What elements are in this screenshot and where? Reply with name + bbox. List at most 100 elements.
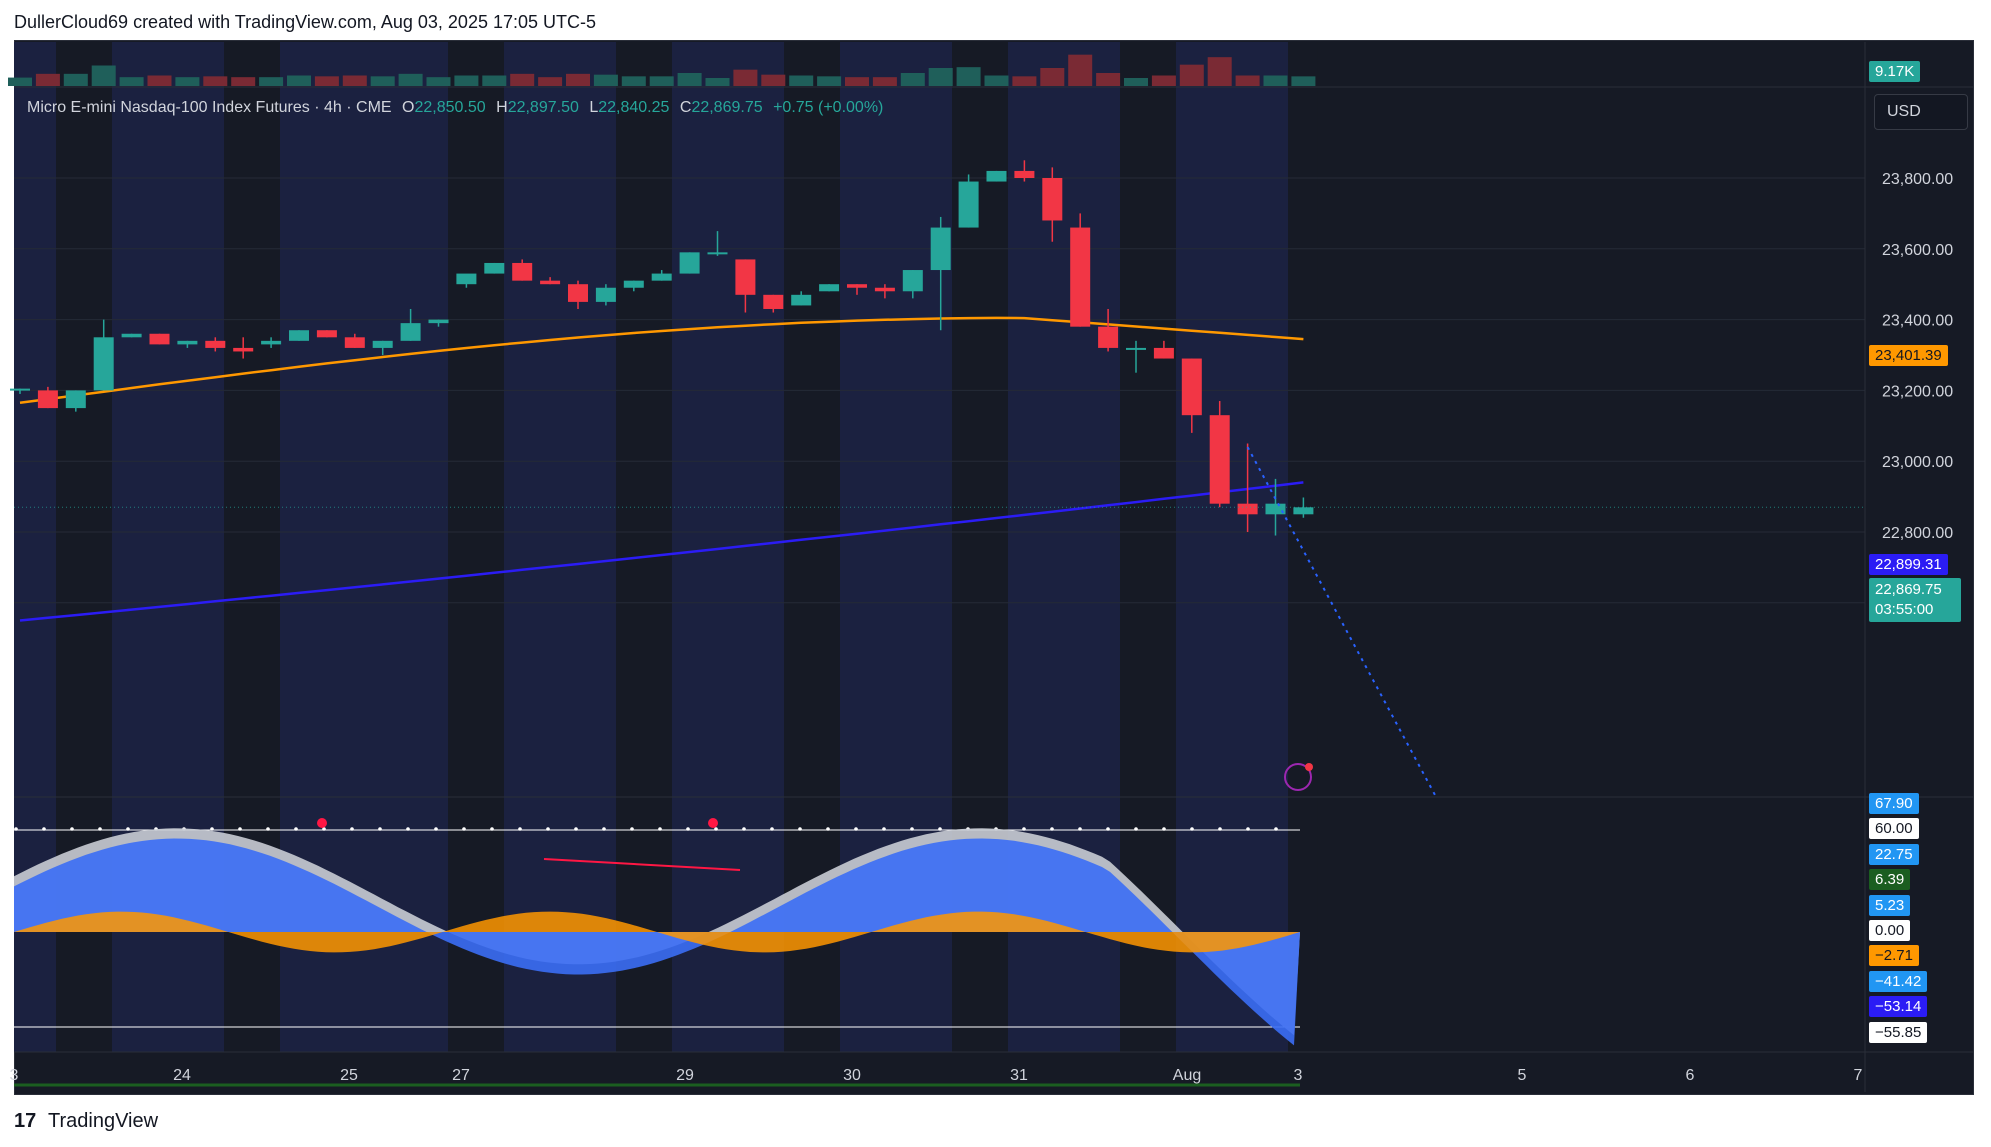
candle-body — [679, 252, 700, 274]
symbol-legend: Micro E-mini Nasdaq-100 Index Futures · … — [27, 99, 883, 117]
x-tick-label: 3 — [1294, 1067, 1303, 1084]
volume-bar — [845, 77, 869, 86]
candle-body — [1237, 503, 1258, 515]
osc-label: −2.71 — [1869, 945, 1919, 966]
low-value: 22,840.25 — [598, 99, 670, 116]
session-band — [504, 42, 616, 1052]
osc-dot — [938, 827, 942, 831]
volume-bar — [426, 77, 451, 86]
session-band — [1176, 42, 1288, 1052]
candle-body — [651, 273, 672, 281]
candle-body — [1098, 326, 1119, 348]
osc-label: 0.00 — [1869, 920, 1911, 941]
volume-bar — [119, 77, 144, 86]
candle-body — [763, 294, 784, 309]
volume-bar — [1068, 54, 1093, 86]
osc-dot — [406, 827, 410, 831]
volume-bar — [454, 75, 479, 86]
volume-bar — [705, 78, 730, 86]
low-label: L — [589, 99, 599, 116]
blue-ma-line — [19, 481, 1304, 622]
osc-dot — [1022, 827, 1026, 831]
volume-bar — [1207, 57, 1232, 86]
volume-bar — [342, 75, 367, 86]
volume-bar — [593, 74, 618, 86]
change-value: +0.75 (+0.00%) — [773, 99, 884, 116]
volume-bar — [677, 73, 702, 86]
osc-dot — [714, 827, 718, 831]
osc-label: 22.75 — [1869, 844, 1919, 865]
projection-line — [1246, 446, 1436, 796]
candle-body — [484, 262, 505, 274]
volume-bar — [538, 77, 563, 86]
osc-dot — [518, 827, 522, 831]
candle-body — [568, 284, 588, 302]
osc-signal-dot — [317, 818, 327, 828]
volume-bar — [817, 76, 842, 86]
volume-bar — [370, 76, 395, 86]
volume-bar — [1291, 76, 1316, 86]
osc-dot — [1218, 827, 1222, 831]
volume-bar — [1179, 64, 1204, 86]
high-label: H — [496, 99, 508, 116]
osc-label: −55.85 — [1869, 1022, 1928, 1043]
osc-blue-area — [14, 838, 1300, 1046]
y-tick-label: 22,800.00 — [1882, 525, 1953, 542]
volume-bar — [510, 73, 535, 86]
y-tick-label: 23,400.00 — [1882, 313, 1953, 330]
osc-signal-dot — [708, 818, 718, 828]
osc-dot — [1246, 827, 1250, 831]
osc-dot — [322, 827, 326, 831]
osc-dot — [462, 827, 466, 831]
candle-body — [1070, 227, 1091, 327]
attribution-text: DullerCloud69 created with TradingView.c… — [14, 12, 597, 32]
osc-dot — [490, 827, 494, 831]
osc-dot — [658, 827, 662, 831]
osc-dot — [602, 827, 606, 831]
osc-dot — [434, 827, 438, 831]
alert-icon — [1284, 763, 1312, 791]
tradingview-logo-icon: 17 — [14, 1110, 37, 1132]
symbol-name: Micro E-mini Nasdaq-100 Index Futures · … — [27, 99, 392, 116]
candle-body — [289, 330, 309, 341]
last-price-value: 22,869.75 — [1875, 581, 1942, 598]
candle-body — [1153, 347, 1174, 359]
candle-body — [1293, 507, 1314, 515]
x-tick-label: 31 — [1010, 1067, 1028, 1084]
alert-dot — [1305, 763, 1313, 771]
y-tick-label: 23,200.00 — [1882, 383, 1953, 400]
volume-bar — [872, 77, 897, 86]
osc-orange-area — [14, 911, 1300, 953]
candle-body — [428, 319, 449, 324]
volume-bar — [649, 76, 674, 86]
osc-dot — [42, 827, 46, 831]
candle-body — [902, 270, 923, 292]
divergence-line — [543, 858, 741, 871]
currency-button[interactable]: USD — [1874, 94, 1968, 130]
candle-body — [456, 273, 477, 285]
osc-dot — [770, 827, 774, 831]
candle-body — [37, 390, 58, 409]
y-tick-label: 23,000.00 — [1882, 454, 1953, 471]
candle-body — [791, 294, 812, 306]
volume-bar — [35, 73, 60, 86]
volume-bar — [789, 75, 814, 86]
osc-dot — [1106, 827, 1110, 831]
volume-bar — [984, 75, 1009, 86]
candle-body — [930, 227, 951, 271]
candle-body — [707, 252, 728, 255]
volume-bar — [287, 75, 311, 86]
osc-dot — [266, 827, 270, 831]
osc-dot — [854, 827, 858, 831]
osc-dot — [826, 827, 830, 831]
osc-dot — [14, 827, 18, 831]
volume-bar — [259, 77, 284, 86]
osc-dot — [630, 827, 634, 831]
x-tick-label: 6 — [1686, 1067, 1695, 1084]
osc-dot — [294, 827, 298, 831]
x-tick-label: 30 — [843, 1067, 861, 1084]
candle-body — [65, 390, 86, 409]
volume-bar — [91, 65, 116, 86]
open-label: O — [402, 99, 415, 116]
